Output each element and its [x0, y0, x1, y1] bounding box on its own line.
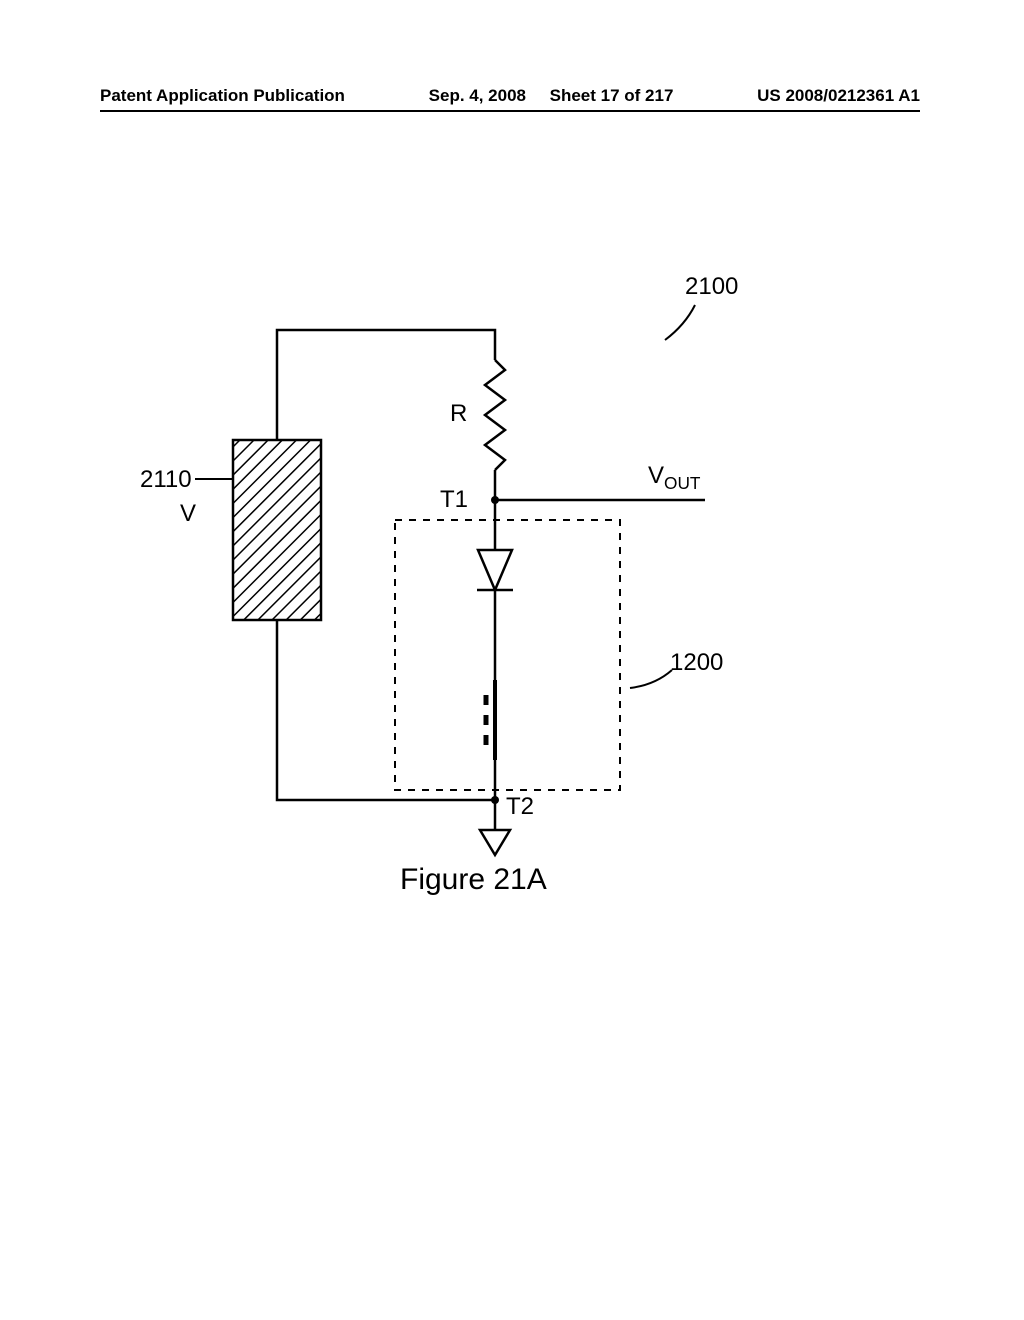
page: Patent Application Publication Sep. 4, 2…: [0, 0, 1024, 1320]
vout-main: V: [648, 462, 664, 489]
ground-icon: [480, 830, 510, 855]
vout-sub: OUT: [664, 473, 700, 493]
voltage-source: [233, 440, 321, 620]
label-V: V: [180, 500, 196, 528]
label-1200: 1200: [670, 649, 723, 677]
wire-return: [277, 620, 495, 800]
label-T2: T2: [506, 793, 534, 821]
label-T1: T1: [440, 486, 468, 514]
leader-2100: [665, 305, 695, 340]
circuit-diagram: [0, 0, 1024, 1320]
label-2100: 2100: [685, 273, 738, 301]
diode-icon: [478, 550, 512, 590]
label-Vout: VOUT: [648, 462, 700, 494]
leader-1200: [630, 670, 672, 688]
label-R: R: [450, 400, 467, 428]
label-2110: 2110: [140, 466, 192, 494]
resistor-icon: [485, 360, 505, 470]
figure-caption: Figure 21A: [400, 863, 547, 897]
